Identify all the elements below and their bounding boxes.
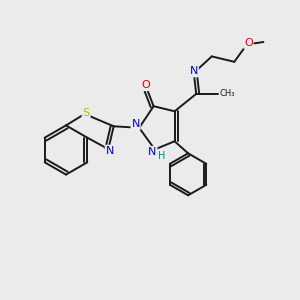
- Text: O: O: [244, 38, 253, 48]
- Text: N: N: [190, 66, 198, 76]
- Text: H: H: [158, 151, 165, 161]
- Text: S: S: [82, 107, 90, 118]
- Text: O: O: [142, 80, 151, 90]
- Text: N: N: [106, 146, 114, 156]
- Text: N: N: [148, 147, 157, 157]
- Text: N: N: [131, 119, 140, 129]
- Text: CH₃: CH₃: [219, 89, 235, 98]
